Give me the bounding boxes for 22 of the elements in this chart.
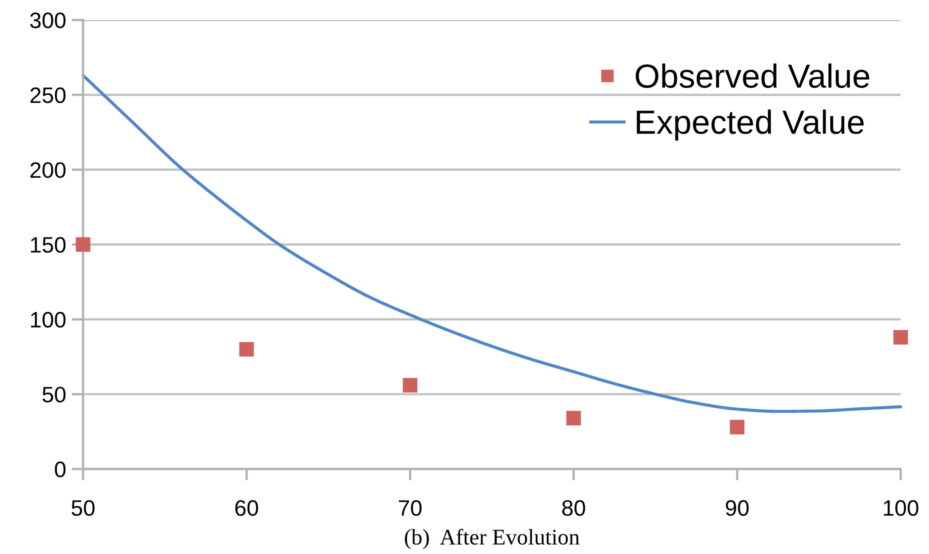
x-tick-label: 100 (884, 500, 918, 516)
x-tick-label: 50 (72, 500, 95, 516)
y-tick-label: 200 (30, 162, 66, 178)
x-tick-label: 90 (726, 500, 749, 516)
y-tick-label: 300 (30, 12, 66, 28)
text: (b) After Evolution (404, 528, 580, 550)
y-tick-label: 100 (31, 312, 66, 328)
point (402, 378, 418, 392)
point (76, 237, 90, 252)
point (239, 342, 254, 357)
legend-label: Expected Value (636, 110, 864, 141)
y-tick-label: 150 (31, 237, 66, 253)
point (730, 420, 744, 434)
y-tick-label: 50 (42, 386, 66, 402)
y-tick-label: 0 (54, 462, 66, 478)
legend-label: Observed Value (636, 63, 870, 88)
x-tick-label: 60 (235, 500, 258, 516)
x-tick-label: 70 (398, 500, 422, 516)
x-tick-label: 80 (562, 500, 586, 516)
y-tick-label: 250 (30, 87, 66, 104)
point (893, 330, 908, 345)
point (566, 410, 581, 426)
